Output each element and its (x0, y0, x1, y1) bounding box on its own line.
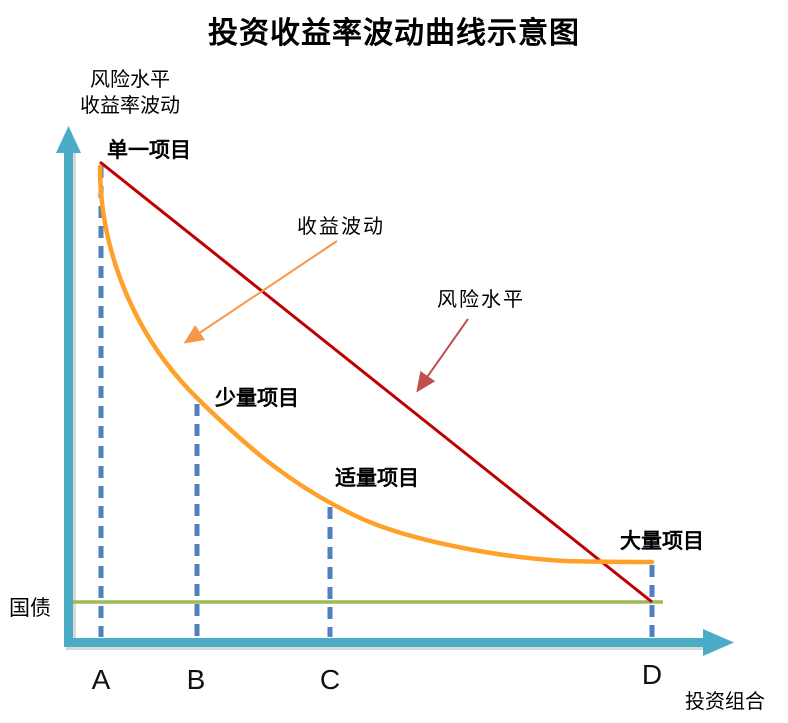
x-axis-title: 投资组合 项目数量 (685, 661, 765, 723)
label-few-projects: 少量项目 (215, 387, 299, 410)
label-many-projects: 大量项目 (620, 530, 704, 553)
y-axis-arrowhead (56, 126, 81, 153)
y-axis-title: 风险水平 收益率波动 (66, 66, 194, 118)
risk-level-line (99, 160, 653, 604)
tick-label-c: C (319, 664, 341, 695)
annotation-risk-level: 风险水平 (437, 287, 525, 311)
chart-title: 投资收益率波动曲线示意图 (208, 17, 580, 50)
x-axis (64, 638, 706, 647)
x-axis-title-line1: 投资组合 (685, 689, 765, 713)
tick-label-d: D (641, 659, 663, 690)
risk-level-arrow (416, 318, 469, 393)
y-axis-title-line2: 收益率波动 (80, 93, 180, 117)
annotation-return-fluctuation: 收益波动 (297, 214, 385, 238)
label-government-bond: 国债 (9, 596, 51, 620)
label-single-project: 单一项目 (107, 139, 191, 162)
y-axis-title-line1: 风险水平 (90, 67, 170, 91)
y-axis (64, 150, 73, 647)
return-fluctuation-arrow (183, 240, 338, 344)
tick-label-b: B (186, 664, 206, 695)
return-fluctuation-curve (97, 164, 655, 565)
x-axis-arrowhead (703, 629, 734, 656)
label-moderate-projects: 适量项目 (335, 467, 419, 490)
tick-label-a: A (91, 664, 111, 695)
